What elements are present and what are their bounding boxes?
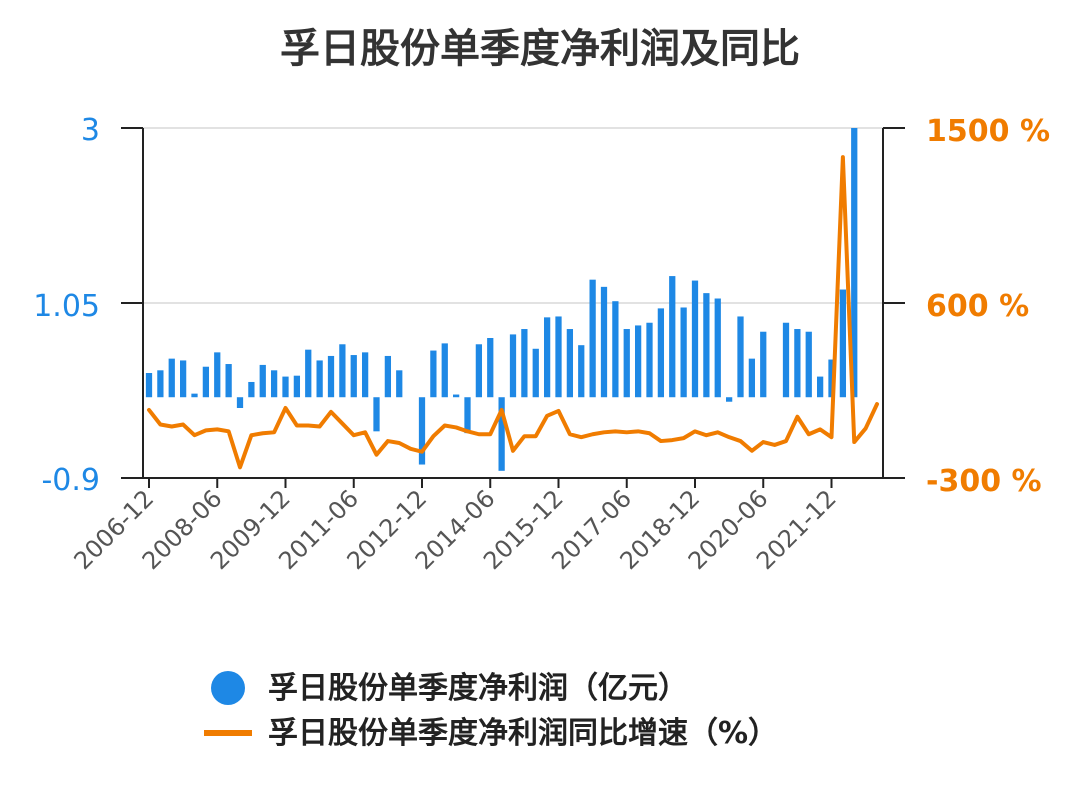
bar bbox=[612, 301, 619, 398]
bar bbox=[316, 360, 323, 398]
bar bbox=[669, 276, 676, 398]
bar bbox=[271, 370, 278, 398]
bar bbox=[748, 358, 756, 398]
x-axis-ticks: 2006-122008-062009-122011-062012-122014-… bbox=[69, 478, 842, 575]
bar bbox=[566, 329, 574, 398]
bar bbox=[532, 348, 539, 398]
left-tick-label: -0.9 bbox=[41, 463, 100, 498]
bar bbox=[327, 355, 335, 398]
chart-title: 孚日股份单季度净利润及同比 bbox=[280, 26, 800, 72]
bar bbox=[509, 334, 517, 398]
bar bbox=[236, 397, 244, 408]
growth-line bbox=[147, 155, 879, 470]
bar bbox=[157, 370, 164, 398]
bar bbox=[817, 376, 824, 398]
bar bbox=[635, 325, 642, 398]
bar bbox=[646, 322, 653, 398]
bar bbox=[782, 322, 790, 398]
bar bbox=[828, 359, 835, 398]
bar bbox=[362, 352, 369, 398]
bar bbox=[214, 352, 221, 398]
bar bbox=[339, 344, 346, 398]
bar bbox=[555, 316, 562, 398]
bar bbox=[851, 128, 858, 398]
bar bbox=[680, 307, 687, 398]
bar bbox=[293, 375, 301, 398]
bar bbox=[202, 366, 210, 398]
legend-bar-swatch bbox=[211, 671, 245, 705]
bar bbox=[839, 289, 847, 398]
legend: 孚日股份单季度净利润（亿元） 孚日股份单季度净利润同比增速（%） bbox=[204, 671, 778, 751]
left-tick-label: 3 bbox=[81, 113, 100, 148]
right-tick-label: 1500 % bbox=[926, 114, 1050, 149]
line-series bbox=[147, 155, 879, 470]
bar bbox=[396, 370, 403, 398]
bar bbox=[441, 343, 448, 398]
bar bbox=[373, 397, 380, 432]
bar bbox=[191, 393, 198, 398]
bar bbox=[145, 373, 153, 398]
bar bbox=[259, 364, 266, 398]
bar bbox=[475, 344, 483, 398]
bar bbox=[726, 397, 733, 402]
bar bbox=[578, 345, 585, 398]
bar bbox=[498, 397, 505, 471]
bar bbox=[521, 329, 528, 398]
bar bbox=[760, 331, 767, 398]
legend-line-label: 孚日股份单季度净利润同比增速（%） bbox=[268, 716, 778, 751]
legend-bar-label: 孚日股份单季度净利润（亿元） bbox=[268, 671, 688, 706]
bar bbox=[430, 350, 437, 398]
bar bbox=[453, 394, 460, 398]
bar bbox=[305, 349, 312, 398]
left-axis-ticks: 3 1.05 -0.9 bbox=[33, 113, 100, 498]
bar bbox=[464, 397, 471, 434]
bar bbox=[225, 364, 232, 398]
bar bbox=[703, 293, 710, 398]
bar bbox=[623, 329, 630, 398]
bar bbox=[544, 317, 551, 398]
bar bbox=[384, 355, 392, 398]
bar bbox=[282, 376, 289, 398]
right-tick-label: 600 % bbox=[926, 289, 1029, 324]
tick-marks bbox=[121, 127, 905, 479]
bar bbox=[805, 331, 812, 398]
bar bbox=[350, 355, 357, 398]
bar bbox=[691, 280, 699, 398]
bar bbox=[794, 329, 801, 398]
left-tick-label: 1.05 bbox=[33, 289, 100, 324]
bar bbox=[589, 279, 596, 398]
bar bbox=[180, 360, 187, 398]
bar bbox=[487, 338, 494, 398]
right-tick-label: -300 % bbox=[926, 464, 1042, 499]
bar bbox=[248, 381, 255, 398]
bar bbox=[714, 298, 721, 398]
bar-series bbox=[145, 128, 858, 471]
bar bbox=[418, 397, 426, 465]
bar bbox=[737, 316, 744, 398]
bar bbox=[600, 286, 608, 398]
right-axis-ticks: 1500 % 600 % -300 % bbox=[926, 114, 1050, 499]
gridlines bbox=[143, 127, 883, 304]
bar bbox=[657, 308, 665, 398]
bar bbox=[168, 358, 175, 398]
